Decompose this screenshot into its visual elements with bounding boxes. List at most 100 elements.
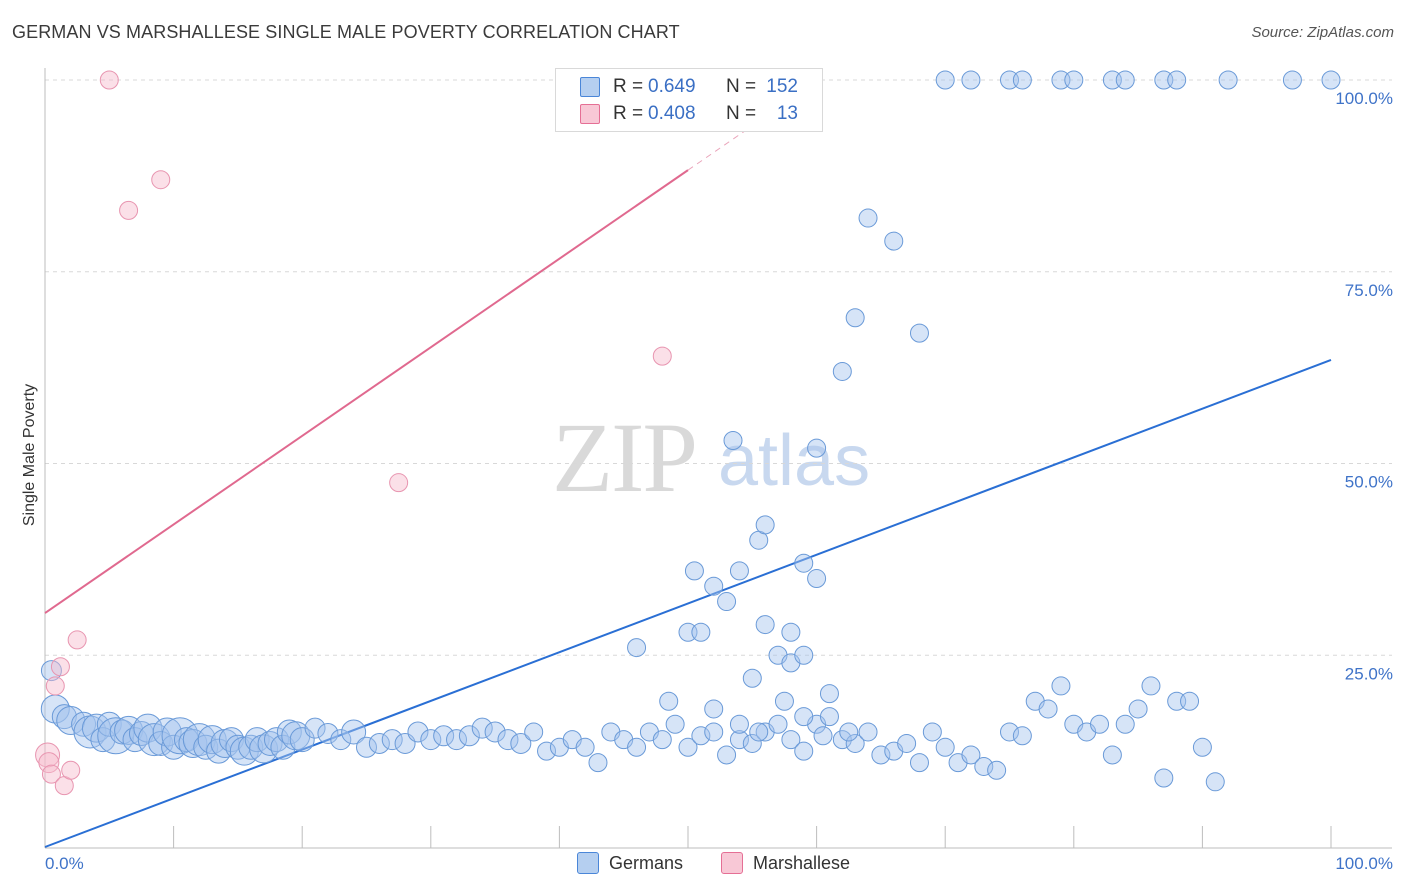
data-point-marshallese	[119, 200, 139, 220]
data-point-germans	[723, 430, 743, 450]
data-point-germans	[871, 745, 891, 765]
data-point-germans	[819, 684, 839, 704]
data-point-germans	[433, 725, 455, 747]
data-point-germans	[704, 722, 724, 742]
data-point-germans	[781, 730, 801, 750]
data-point-germans	[678, 737, 698, 757]
data-point-marshallese	[50, 657, 70, 677]
data-point-germans	[729, 714, 749, 734]
data-point-germans	[381, 729, 403, 751]
data-point-germans	[755, 615, 775, 635]
data-point-marshallese	[45, 676, 65, 696]
data-point-germans	[90, 727, 116, 753]
data-point-germans	[1115, 714, 1135, 734]
data-point-germans	[71, 711, 97, 737]
legend-label-marshallese: Marshallese	[753, 853, 851, 873]
gridlines	[45, 79, 1392, 656]
data-point-germans	[1102, 745, 1122, 765]
data-point-germans	[420, 729, 442, 751]
data-point-germans	[665, 714, 685, 734]
stats-legend: R = 0.649 N = 152 R = 0.408 N = 13	[555, 68, 823, 132]
data-point-germans	[1154, 768, 1174, 788]
data-point-germans	[218, 727, 244, 753]
data-point-germans	[659, 691, 679, 711]
data-points	[35, 70, 1341, 796]
data-point-germans	[781, 622, 801, 642]
data-point-germans	[1192, 737, 1212, 757]
data-point-marshallese	[389, 473, 409, 493]
data-point-germans	[858, 208, 878, 228]
data-point-germans	[807, 438, 827, 458]
x-tick-label: 0.0%	[45, 854, 84, 873]
data-point-germans	[774, 691, 794, 711]
data-point-germans	[742, 668, 762, 688]
legend-swatch-marshallese	[721, 852, 743, 874]
watermark-zip: ZIP	[552, 402, 698, 513]
data-point-germans	[704, 576, 724, 596]
data-point-marshallese	[61, 760, 81, 780]
data-point-germans	[510, 732, 532, 754]
data-point-germans	[909, 323, 929, 343]
legend-n-value: 13	[776, 103, 798, 124]
legend-r-label: R =	[613, 76, 644, 97]
data-point-germans	[197, 725, 227, 755]
data-point-germans	[484, 721, 506, 743]
data-point-germans	[1051, 676, 1071, 696]
y-tick-label: 75.0%	[1345, 281, 1393, 300]
bottom-legend-germans[interactable]: Germans	[577, 852, 683, 874]
data-point-germans	[922, 722, 942, 742]
data-point-germans	[458, 725, 480, 747]
data-point-germans	[133, 713, 163, 743]
legend-row-germans: R = 0.649 N = 152	[556, 74, 822, 100]
data-point-germans	[845, 733, 865, 753]
data-point-germans	[794, 645, 814, 665]
data-point-germans	[1205, 772, 1225, 792]
data-point-marshallese	[99, 70, 119, 90]
data-point-germans	[691, 622, 711, 642]
data-point-germans	[537, 741, 557, 761]
legend-n-label: N =	[726, 76, 757, 97]
data-point-germans	[51, 704, 77, 730]
data-point-germans	[341, 719, 367, 745]
legend-swatch-germans	[580, 77, 600, 97]
data-point-germans	[813, 726, 833, 746]
data-point-germans	[768, 714, 788, 734]
data-point-germans	[1012, 726, 1032, 746]
data-point-germans	[974, 756, 994, 776]
data-point-germans	[238, 734, 264, 760]
data-point-germans	[1321, 70, 1341, 90]
data-point-marshallese	[35, 742, 61, 768]
data-point-germans	[1115, 70, 1135, 90]
legend-n-label: N =	[726, 103, 757, 124]
data-point-germans	[884, 231, 904, 251]
data-point-germans	[961, 70, 981, 90]
data-point-germans	[276, 719, 302, 745]
data-point-germans	[446, 729, 468, 751]
data-point-germans	[270, 734, 296, 760]
data-point-marshallese	[151, 170, 171, 190]
data-point-germans	[304, 717, 326, 739]
data-point-germans	[575, 737, 595, 757]
data-point-germans	[909, 753, 929, 773]
data-point-germans	[749, 722, 769, 742]
data-point-germans	[1012, 70, 1032, 90]
y-tick-label: 25.0%	[1345, 664, 1393, 683]
watermark-atlas: atlas	[718, 421, 871, 501]
legend-swatch-germans	[577, 852, 599, 874]
legend-r-value: 0.649	[648, 76, 696, 97]
bottom-legend-marshallese[interactable]: Marshallese	[721, 852, 850, 874]
chart-title: GERMAN VS MARSHALLESE SINGLE MALE POVERT…	[12, 22, 680, 42]
data-point-germans	[897, 733, 917, 753]
legend-n-value: 152	[766, 76, 798, 97]
data-point-germans	[832, 361, 852, 381]
data-point-germans	[691, 726, 711, 746]
data-point-germans	[289, 727, 315, 753]
data-point-germans	[987, 760, 1007, 780]
data-point-germans	[407, 721, 429, 743]
data-point-germans	[1218, 70, 1238, 90]
data-point-germans	[330, 729, 352, 751]
y-tick-label: 50.0%	[1345, 473, 1393, 492]
data-point-germans	[1282, 70, 1302, 90]
data-point-germans	[755, 515, 775, 535]
